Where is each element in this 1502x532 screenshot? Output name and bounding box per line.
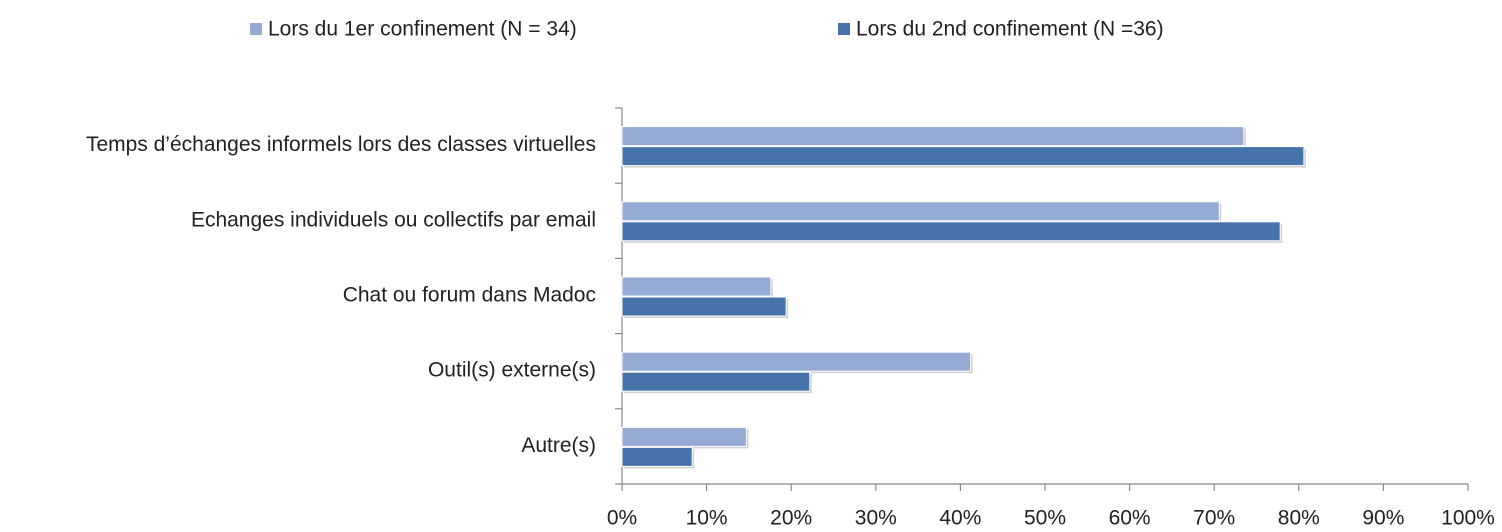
bar (621, 221, 1281, 242)
bar (621, 296, 787, 317)
x-tick-label: 20% (770, 507, 812, 530)
x-tick-label: 10% (686, 507, 728, 530)
x-tick-label: 90% (1362, 507, 1404, 530)
x-tick-label: 60% (1109, 507, 1151, 530)
x-tick-label: 50% (1024, 507, 1066, 530)
x-tick-label: 100% (1441, 507, 1495, 530)
y-tick-label: Temps d’échanges informels lors des clas… (86, 133, 596, 156)
y-tick-label: Outil(s) externe(s) (428, 359, 596, 382)
y-tick-label: Chat ou forum dans Madoc (343, 284, 596, 307)
x-tick-label: 40% (939, 507, 981, 530)
bar (621, 126, 1245, 147)
bar (621, 446, 693, 467)
y-tick-label: Autre(s) (521, 434, 596, 457)
x-tick-label: 70% (1193, 507, 1235, 530)
legend-label: Lors du 2nd confinement (N =36) (856, 18, 1164, 41)
x-tick-label: 80% (1278, 507, 1320, 530)
bar (621, 351, 972, 372)
bar (621, 426, 747, 447)
y-tick-label: Echanges individuels ou collectifs par e… (191, 208, 596, 231)
x-tick-label: 0% (607, 507, 637, 530)
bar (621, 276, 772, 297)
legend-swatch (250, 23, 262, 35)
legend-swatch (838, 23, 850, 35)
bar (621, 201, 1220, 222)
bar (621, 371, 811, 392)
bar (621, 146, 1305, 167)
x-tick-label: 30% (855, 507, 897, 530)
legend-label: Lors du 1er confinement (N = 34) (268, 18, 577, 41)
